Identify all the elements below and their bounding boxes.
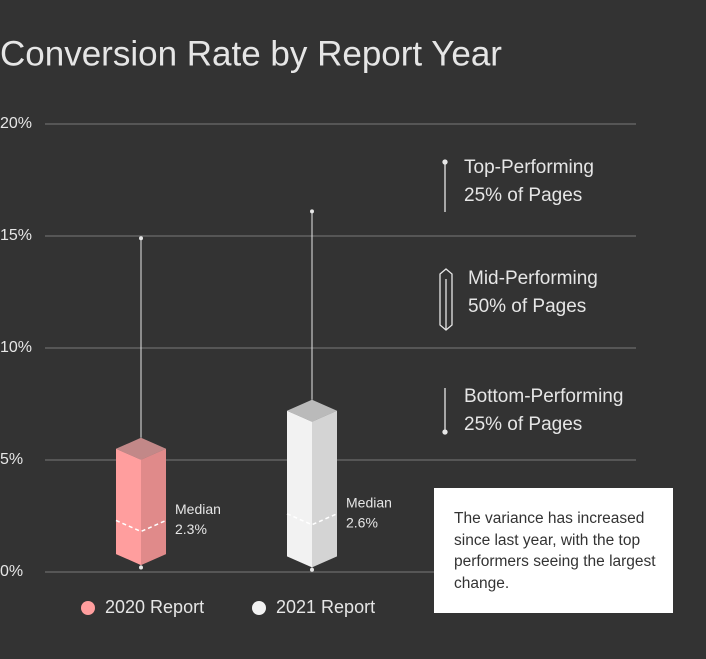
whisker-cap xyxy=(310,567,314,572)
key-title: Bottom-Performing xyxy=(464,386,623,407)
key-title: Top-Performing xyxy=(464,157,594,178)
median-value: 2.3% xyxy=(175,521,207,537)
key-icons xyxy=(439,159,453,435)
chart-title: Conversion Rate by Report Year xyxy=(0,34,502,73)
median-line xyxy=(286,513,338,526)
box-right-shade xyxy=(141,448,166,566)
legend-swatch xyxy=(252,601,266,615)
annotation: The variance has increased since last ye… xyxy=(434,488,673,613)
key-dot xyxy=(442,159,448,165)
whisker-cap xyxy=(139,565,143,570)
key-title: Mid-Performing xyxy=(468,268,598,289)
box-left-face xyxy=(116,448,141,566)
key-dot xyxy=(442,429,448,435)
median-line xyxy=(115,519,167,533)
y-tick-label: 20% xyxy=(0,115,32,132)
box-right-shade xyxy=(312,410,337,568)
box-top-base xyxy=(287,399,337,422)
key-subtitle: 25% of Pages xyxy=(464,185,582,206)
key-subtitle: 50% of Pages xyxy=(468,296,586,317)
key-box xyxy=(439,268,453,331)
whisker-cap xyxy=(310,209,314,214)
whisker-cap xyxy=(139,236,143,241)
box-right-face xyxy=(141,448,166,566)
box-right-face xyxy=(312,410,337,568)
median-value: 2.6% xyxy=(346,514,378,530)
legend-label: 2020 Report xyxy=(105,597,204,617)
key-subtitle: 25% of Pages xyxy=(464,414,582,435)
box-top-base xyxy=(116,437,166,460)
y-tick-label: 10% xyxy=(0,339,32,356)
y-tick-label: 5% xyxy=(0,451,23,468)
y-tick-label: 0% xyxy=(0,563,23,580)
median-text: Median xyxy=(346,494,392,510)
y-tick-label: 15% xyxy=(0,227,32,244)
box-left-face xyxy=(287,410,312,568)
legend-label: 2021 Report xyxy=(276,597,375,617)
legend-swatch xyxy=(81,601,95,615)
median-text: Median xyxy=(175,501,221,517)
